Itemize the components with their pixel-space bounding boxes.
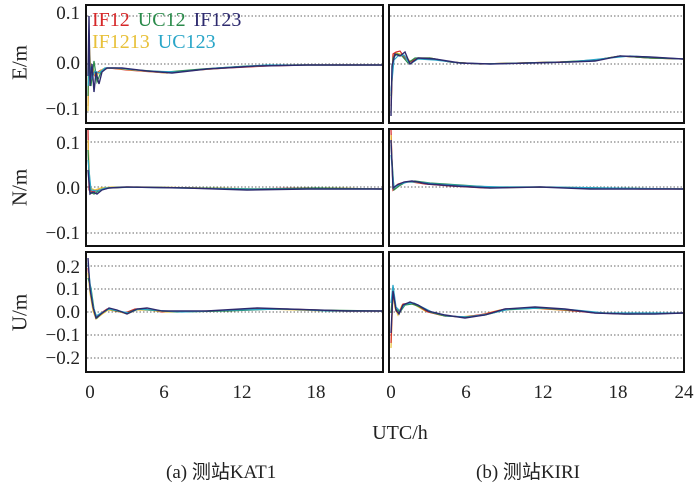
xtick-right-6: 6 xyxy=(461,382,471,403)
panel-a-up xyxy=(85,251,384,373)
xtick-right-18: 18 xyxy=(608,382,628,403)
plot-a-up xyxy=(87,257,382,359)
panel-a-east: IF12 UC12 IF123 IF1213 UC123 xyxy=(85,4,384,124)
legend-item-uc12: UC12 xyxy=(137,9,186,31)
plot-b-east xyxy=(390,15,683,117)
ytick-n-zero: 0.0 xyxy=(56,178,80,199)
xtick-right-12: 12 xyxy=(533,382,553,403)
legend-item-if12: IF12 xyxy=(92,9,130,31)
ytick-e-neg01: −0.1 xyxy=(45,99,80,120)
plot-b-up xyxy=(390,265,683,359)
legend-item-if1213: IF1213 xyxy=(92,31,150,53)
ytick-u-neg02: −0.2 xyxy=(45,348,80,369)
legend-row-1: IF12 UC12 IF123 xyxy=(92,9,244,31)
panel-b-north xyxy=(388,128,685,247)
legend-item-if123: IF123 xyxy=(193,9,242,31)
xtick-left-12: 12 xyxy=(232,382,252,403)
xtick-right-0: 0 xyxy=(386,382,396,403)
ytick-u-zero: 0.0 xyxy=(56,302,80,323)
xtick-left-18: 18 xyxy=(306,382,326,403)
ytick-e-pos01: 0.1 xyxy=(56,3,80,24)
xtick-right-24: 24 xyxy=(674,382,694,403)
x-axis-label: UTC/h xyxy=(372,422,428,444)
plot-a-east xyxy=(87,15,382,113)
legend-row-2: IF1213 UC123 xyxy=(92,31,244,53)
panel-b-east xyxy=(388,4,685,124)
ytick-e-zero: 0.0 xyxy=(56,53,80,74)
ytick-n-pos01: 0.1 xyxy=(56,133,80,154)
xtick-left-6: 6 xyxy=(159,382,169,403)
legend: IF12 UC12 IF123 IF1213 UC123 xyxy=(92,9,244,53)
caption-b: (b) 测站KIRI xyxy=(476,462,580,483)
ytick-u-neg01: −0.1 xyxy=(45,325,80,346)
ytick-n-neg01: −0.1 xyxy=(45,223,80,244)
plot-a-north xyxy=(87,130,382,234)
plot-b-north xyxy=(390,130,683,234)
caption-a: (a) 测站KAT1 xyxy=(166,462,277,483)
xtick-left-0: 0 xyxy=(85,382,95,403)
ytick-u-pos02: 0.2 xyxy=(56,257,80,278)
ytick-u-pos01: 0.1 xyxy=(56,279,80,300)
panel-b-up xyxy=(388,251,685,373)
legend-item-uc123: UC123 xyxy=(157,31,216,53)
panel-a-north xyxy=(85,128,384,247)
